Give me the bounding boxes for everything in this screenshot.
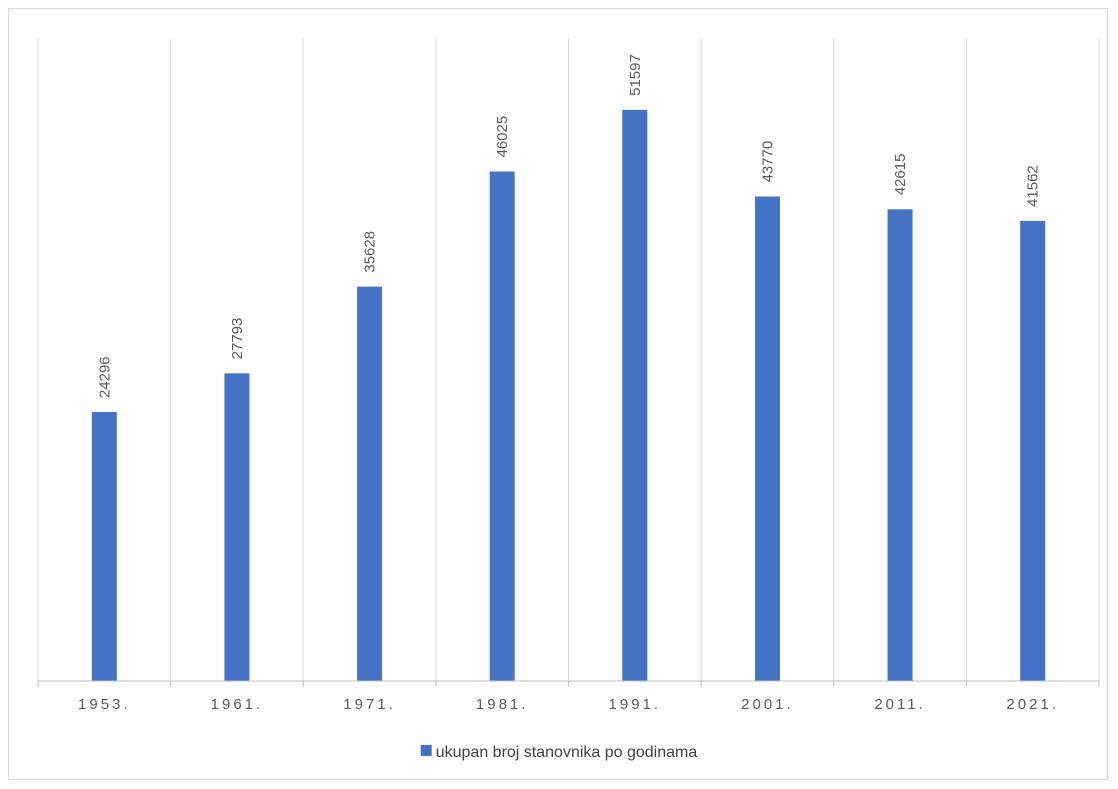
data-label: 46025 (494, 116, 511, 158)
x-tick-label: 2011. (874, 696, 925, 713)
x-tick-label: 1971. (343, 696, 396, 713)
x-tick-label: 2001. (741, 696, 794, 713)
x-tick-label: 1981. (476, 696, 529, 713)
bar (887, 209, 913, 682)
bar (754, 196, 780, 681)
x-tick-label: 1953. (78, 696, 131, 713)
x-tick-label: 2021. (1006, 696, 1059, 713)
bar-chart: 24296 27793 35628 46025 51597 43770 42615 41562… (37, 39, 1100, 761)
bar (357, 286, 383, 681)
data-label: 35628 (362, 231, 379, 273)
data-label: 43770 (759, 141, 776, 183)
x-tick-label: 1991. (609, 696, 662, 713)
gridlines (37, 39, 1100, 681)
legend-swatch (420, 745, 432, 756)
data-label: 42615 (892, 154, 909, 196)
bar (91, 412, 117, 681)
legend-label: ukupan broj stanovnika po godinama (436, 744, 698, 761)
x-tick-label: 1961. (211, 696, 264, 713)
bar (1020, 220, 1046, 681)
data-label: 27793 (229, 318, 246, 360)
chart-frame: 24296 27793 35628 46025 51597 43770 42615 41562… (8, 8, 1108, 780)
data-label: 24296 (96, 356, 113, 398)
data-labels: 24296 27793 35628 46025 51597 43770 42615 41562 (96, 54, 1041, 398)
legend: ukupan broj stanovnika po godinama (420, 744, 698, 761)
x-axis: 1953. 1961. 1971. 1981. 1991. 2001. 2011. 2021. (37, 680, 1100, 713)
bar (489, 171, 515, 682)
bar (224, 373, 250, 681)
data-label: 41562 (1025, 165, 1042, 207)
bar (622, 109, 648, 682)
data-label: 51597 (627, 54, 644, 96)
bars (91, 109, 1046, 682)
